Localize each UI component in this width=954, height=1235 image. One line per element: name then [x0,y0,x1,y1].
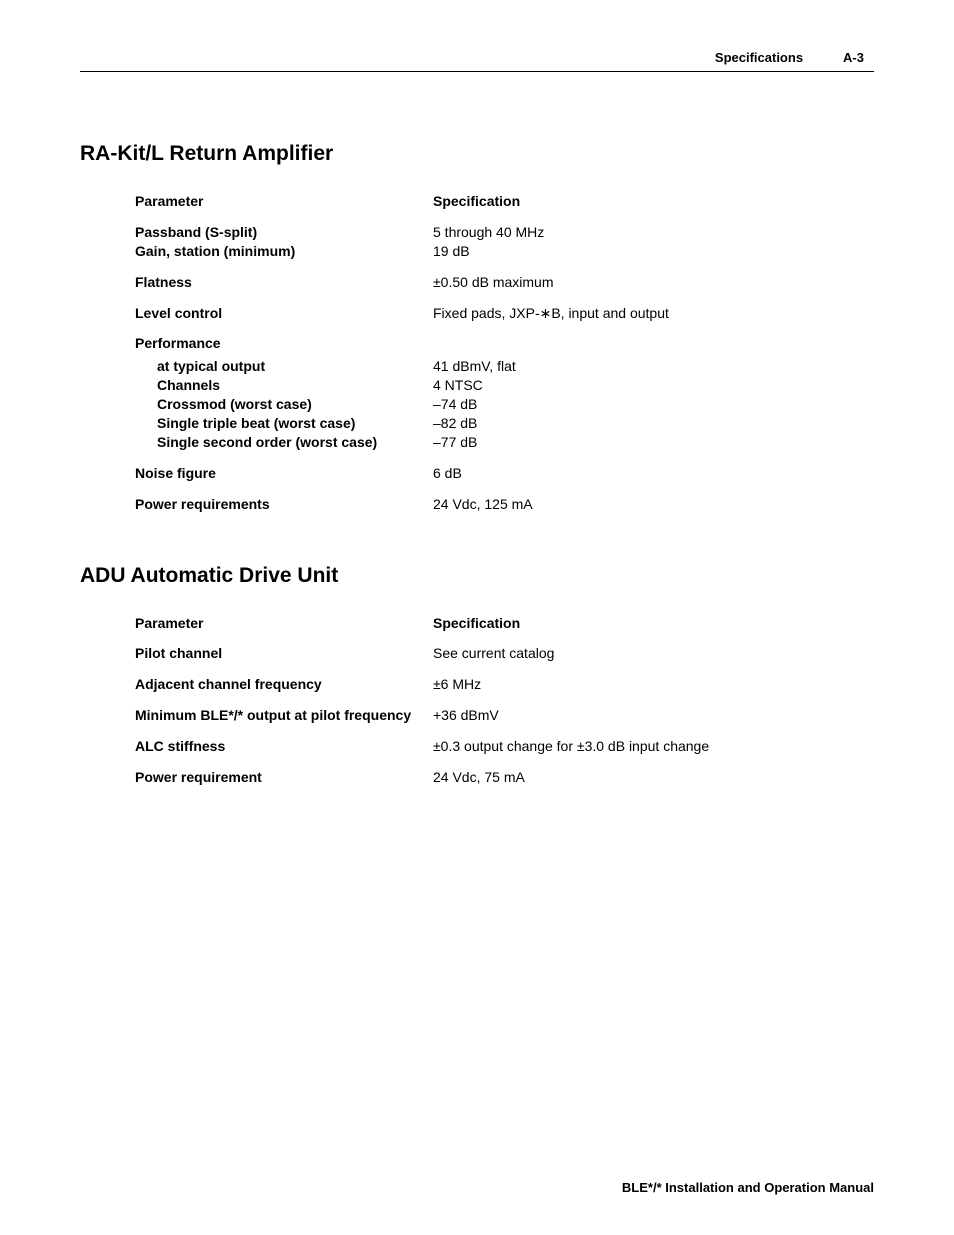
spec-row: Single second order (worst case) –77 dB [135,433,874,452]
spec-row: Flatness ±0.50 dB maximum [135,273,874,292]
column-headers: Parameter Specification [135,614,874,633]
page: Specifications A-3 RA-Kit/L Return Ampli… [0,0,954,1235]
param-value: See current catalog [433,644,554,663]
param-label: Flatness [135,273,433,292]
spec-row: Performance [135,334,874,353]
param-label: Single second order (worst case) [135,433,433,452]
param-value: 5 through 40 MHz [433,223,544,242]
param-value: 19 dB [433,242,470,261]
param-label: Power requirement [135,768,433,787]
section-ra-kit: RA-Kit/L Return Amplifier Parameter Spec… [80,142,874,514]
param-value: ±0.3 output change for ±3.0 dB input cha… [433,737,709,756]
spec-row: Level control Fixed pads, JXP-∗B, input … [135,304,874,323]
section-adu: ADU Automatic Drive Unit Parameter Speci… [80,564,874,787]
spec-row: Minimum BLE*/* output at pilot frequency… [135,706,874,725]
col-header-parameter: Parameter [135,614,433,633]
param-label: ALC stiffness [135,737,433,756]
param-value: Fixed pads, JXP-∗B, input and output [433,304,669,323]
param-value: +36 dBmV [433,706,499,725]
param-label: Performance [135,334,433,353]
param-value: –77 dB [433,433,477,452]
spec-row: Pilot channel See current catalog [135,644,874,663]
spec-row: ALC stiffness ±0.3 output change for ±3.… [135,737,874,756]
param-label: Level control [135,304,433,323]
param-label: Power requirements [135,495,433,514]
param-value: ±0.50 dB maximum [433,273,554,292]
param-value: 6 dB [433,464,462,483]
section-title: RA-Kit/L Return Amplifier [80,142,874,166]
param-value: ±6 MHz [433,675,481,694]
param-label: at typical output [135,357,433,376]
column-headers: Parameter Specification [135,192,874,211]
param-label: Gain, station (minimum) [135,242,433,261]
spec-row: Crossmod (worst case) –74 dB [135,395,874,414]
spec-row: Passband (S-split) 5 through 40 MHz [135,223,874,242]
col-header-parameter: Parameter [135,192,433,211]
page-footer: BLE*/* Installation and Operation Manual [622,1180,874,1195]
spec-row: Noise figure 6 dB [135,464,874,483]
param-label: Noise figure [135,464,433,483]
param-label: Crossmod (worst case) [135,395,433,414]
param-label: Single triple beat (worst case) [135,414,433,433]
header-page-number: A-3 [843,50,864,65]
col-header-specification: Specification [433,192,520,211]
param-label: Minimum BLE*/* output at pilot frequency [135,706,433,725]
col-header-specification: Specification [433,614,520,633]
param-label: Channels [135,376,433,395]
param-value: 4 NTSC [433,376,483,395]
param-value: –82 dB [433,414,477,433]
param-value: –74 dB [433,395,477,414]
spec-row: Gain, station (minimum) 19 dB [135,242,874,261]
section-title: ADU Automatic Drive Unit [80,564,874,588]
param-label: Adjacent channel frequency [135,675,433,694]
param-value: 24 Vdc, 125 mA [433,495,533,514]
page-header: Specifications A-3 [80,50,874,72]
header-section-title: Specifications [715,50,803,65]
spec-row: Adjacent channel frequency ±6 MHz [135,675,874,694]
param-label: Pilot channel [135,644,433,663]
spec-row: at typical output 41 dBmV, flat [135,357,874,376]
spec-row: Single triple beat (worst case) –82 dB [135,414,874,433]
param-value: 41 dBmV, flat [433,357,516,376]
spec-row: Power requirement 24 Vdc, 75 mA [135,768,874,787]
spec-row: Power requirements 24 Vdc, 125 mA [135,495,874,514]
param-value: 24 Vdc, 75 mA [433,768,525,787]
param-label: Passband (S-split) [135,223,433,242]
spec-row: Channels 4 NTSC [135,376,874,395]
